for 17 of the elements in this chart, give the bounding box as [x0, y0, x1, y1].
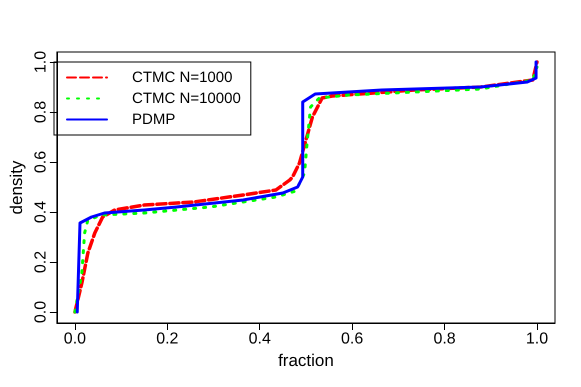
y-tick-label: 0.0: [32, 300, 50, 324]
x-tick-label: 0.8: [433, 330, 456, 348]
x-axis-title: fraction: [278, 350, 334, 370]
x-tick-label: 1.0: [526, 330, 548, 348]
y-tick-label: 0.4: [32, 200, 50, 224]
x-tick-label: 0.6: [341, 330, 364, 348]
y-tick-label: 0.2: [32, 250, 50, 274]
legend-label: CTMC N=10000: [132, 90, 241, 107]
legend-label: PDMP: [132, 111, 176, 128]
x-tick-label: 0.2: [156, 330, 179, 348]
y-axis-title: density: [7, 160, 26, 214]
legend-label: CTMC N=1000: [132, 69, 232, 86]
y-tick-label: 1.0: [32, 50, 50, 74]
y-tick-label: 0.8: [32, 100, 50, 124]
x-tick-label: 0.4: [248, 330, 271, 348]
x-tick-label: 0.0: [64, 330, 86, 348]
y-tick-label: 0.6: [32, 150, 50, 174]
